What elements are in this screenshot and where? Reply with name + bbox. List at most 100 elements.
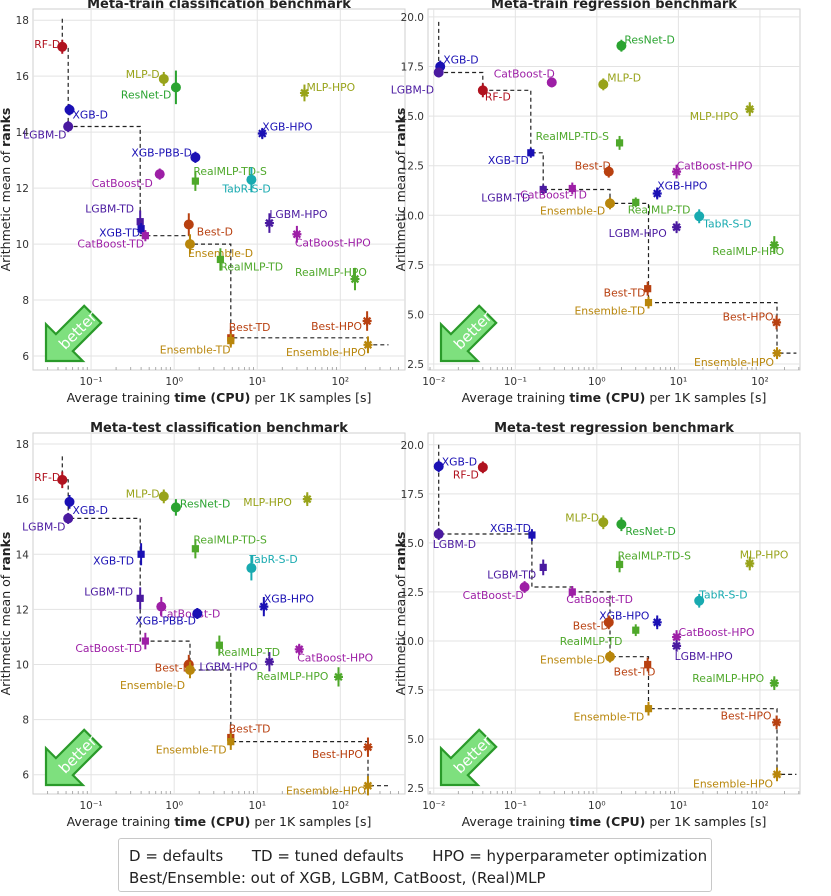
point-catboost-hpo: CatBoost-HPO [294,643,373,664]
y-tick-label: 5.0 [407,734,424,746]
y-tick-label: 7.5 [407,685,424,697]
better-arrow-shape [44,728,103,787]
x-tick-label: 10² [332,800,350,812]
y-tick-label: 12 [16,604,29,616]
x-tick-label: 10⁰ [165,376,183,388]
point-label: XGB-D [442,455,477,468]
point-label: Ensemble-HPO [286,785,366,798]
y-tick-label: 8 [22,295,29,307]
marker-default [477,85,488,96]
x-tick-label: 10¹ [670,800,688,812]
marker-hpo [672,632,682,642]
point-label: Best-TD [229,723,271,736]
point-label: CatBoost-D [92,177,153,190]
marker-default [433,461,444,472]
point-label: ResNet-D [625,525,675,538]
y-tick-label: 18 [16,439,29,451]
point-label: RealMLP-HPO [712,245,784,258]
x-tick-label: 10¹ [248,800,266,812]
y-tick-label: 16 [16,494,30,506]
marker-hpo [292,229,302,239]
point-label: RealMLP-TD [628,203,691,216]
point-label: CatBoost-TD [520,189,587,202]
point-label: MLP-D [607,71,641,84]
point-ensemble-hpo: Ensemble-HPO [286,336,373,359]
point-mlp-d: MLP-D [126,487,169,504]
point-label: Ensemble-HPO [286,346,366,359]
point-label: RealMLP-HPO [256,670,328,683]
marker-tuned [539,563,547,571]
x-tick-label: 10⁻¹ [504,376,527,388]
marker-default [170,82,181,93]
point-catboost-hpo: CatBoost-HPO [292,225,371,249]
point-ensemble-d: Ensemble-D [120,661,195,692]
y-axis-label: Arithmetic mean of ranks [393,108,408,272]
point-xgb-td: XGB-TD [490,522,536,541]
point-label: Best-HPO [312,748,363,761]
point-label: ResNet-D [624,34,674,47]
point-label: XGB-TD [99,227,140,240]
marker-hpo [769,240,779,250]
marker-tuned [568,184,576,193]
x-tick-label: 10⁻¹ [80,376,103,388]
marker-default [605,651,616,662]
point-mlp-d: MLP-D [126,68,169,86]
point-ensemble-hpo: Ensemble-HPO [286,776,373,798]
y-tick-label: 6 [22,351,29,363]
x-tick-label: 10⁻² [422,376,445,388]
point-mlp-d: MLP-D [598,71,641,91]
marker-default [546,77,557,88]
y-tick-label: 10.0 [401,636,424,648]
point-best-d: Best-D [573,615,614,632]
marker-hpo [772,769,782,779]
point-ensemble-td: Ensemble-TD [156,733,235,757]
x-tick-label: 10⁻¹ [504,800,527,812]
point-label: XGB-TD [488,154,529,167]
point-resnet-d: ResNet-D [616,34,675,52]
point-label: XGB-TD [490,522,531,535]
legend-line-2: Best/Ensemble: out of XGB, LGBM, CatBoos… [129,869,546,887]
point-tabr-s-d: TabR-S-D [694,209,752,230]
point-label: Best-HPO [311,320,362,333]
point-catboost-hpo: CatBoost-HPO [672,160,752,179]
point-label: CatBoost-D [463,589,524,602]
y-tick-label: 14 [16,549,30,561]
marker-default [64,496,75,507]
point-best-d: Best-D [183,213,233,238]
marker-tuned [227,738,235,746]
x-tick-label: 10⁰ [588,376,606,388]
point-label: MLP-HPO [690,110,739,123]
chart-title: Meta-train classification benchmark [87,0,351,12]
point-tabr-s-d: TabR-S-D [221,167,271,196]
marker-default [57,41,68,52]
point-mlp-hpo: MLP-HPO [299,81,355,102]
point-lgbm-d: LGBM-D [433,528,476,551]
marker-default [246,563,257,574]
x-axis-label-bold: time (CPU) [174,390,250,405]
x-tick-label: 10⁰ [588,800,606,812]
point-catboost-td: CatBoost-TD [77,230,149,251]
marker-default [158,491,169,502]
point-realmlp-td-s: RealMLP-TD-S [191,534,267,559]
marker-tuned [615,139,624,147]
x-axis-label-part: Average training [67,390,175,405]
point-label: MLP-HPO [740,548,789,561]
marker-default [184,239,195,250]
point-label: Best-TD [229,321,271,334]
marker-hpo [363,781,373,791]
point-realmlp-td-s: RealMLP-TD-S [615,549,691,573]
point-lgbm-hpo: LGBM-HPO [264,208,328,233]
point-label: LGBM-HPO [675,650,733,663]
chart-title: Meta-test classification benchmark [90,421,348,436]
y-tick-label: 10 [16,659,29,671]
point-label: LGBM-HPO [199,661,257,674]
point-label: LGBM-TD [487,568,536,581]
plot-frame [32,8,406,371]
point-rf-d: RF-D [34,38,68,54]
point-label: MLP-HPO [243,496,292,509]
point-realmlp-td-s: RealMLP-TD-S [536,130,624,150]
point-xgb-hpo: XGB-HPO [257,121,313,140]
point-label: CatBoost-TD [77,238,144,251]
point-label: CatBoost-TD [75,642,142,655]
marker-tuned [191,545,199,553]
